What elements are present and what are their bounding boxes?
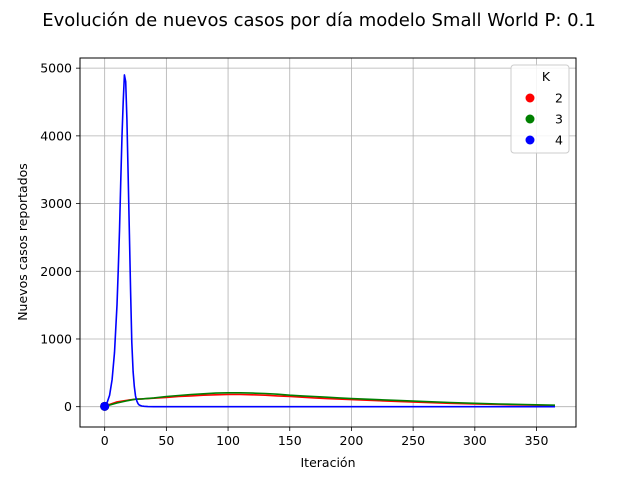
legend-title: K <box>542 69 551 84</box>
legend-marker-3 <box>525 114 535 124</box>
legend-label-4: 4 <box>555 133 563 148</box>
chart-title: Evolución de nuevos casos por día modelo… <box>42 10 596 31</box>
y-axis-label: Nuevos casos reportados <box>15 163 30 321</box>
x-tick-label: 250 <box>401 433 425 448</box>
legend-marker-2 <box>525 93 535 103</box>
grid <box>80 58 576 427</box>
legend-label-3: 3 <box>555 112 563 127</box>
legend-label-2: 2 <box>555 91 563 106</box>
series-layer <box>104 74 556 408</box>
series-start-point-4 <box>100 401 110 411</box>
ticks: 0 50 100 150 200 250 300 350 0 1000 2000 3000 4000 50… <box>40 61 548 448</box>
legend-entries: 2 3 4 <box>525 91 563 148</box>
markers-layer <box>100 401 110 411</box>
y-tick-label: 0 <box>64 399 72 414</box>
y-tick-label: 3000 <box>40 196 72 211</box>
legend: K 2 3 4 <box>510 64 570 154</box>
y-tick-label: 5000 <box>40 61 72 76</box>
legend-marker-4 <box>525 135 535 145</box>
x-tick-label: 100 <box>216 433 240 448</box>
x-tick-label: 300 <box>463 433 487 448</box>
legend-box <box>510 64 570 154</box>
x-tick-label: 150 <box>278 433 302 448</box>
x-tick-label: 50 <box>158 433 174 448</box>
plot-frame <box>79 57 577 428</box>
x-tick-label: 350 <box>525 433 549 448</box>
y-tick-label: 2000 <box>40 264 72 279</box>
y-tick-label: 4000 <box>40 128 72 143</box>
plot-background <box>80 58 576 427</box>
x-axis-label: Iteración <box>301 455 356 470</box>
x-tick-label: 0 <box>101 433 109 448</box>
y-tick-label: 1000 <box>40 331 72 346</box>
series-line-4 <box>104 74 555 408</box>
x-tick-label: 200 <box>340 433 364 448</box>
